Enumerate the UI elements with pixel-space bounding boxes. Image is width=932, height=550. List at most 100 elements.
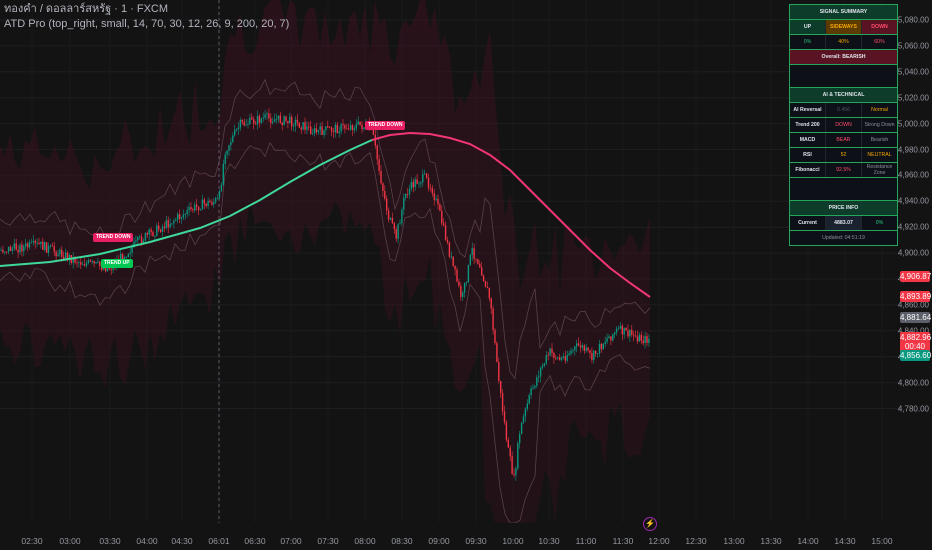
candle-body — [38, 242, 40, 245]
current-change: 0% — [875, 220, 884, 226]
trend-down-signal-2: TREND DOWN — [365, 121, 406, 130]
candle-body — [473, 248, 475, 259]
candle-body — [120, 253, 122, 262]
candle-body — [97, 261, 99, 263]
time-tick: 14:30 — [834, 536, 856, 546]
candle-body — [380, 170, 382, 184]
candle-body — [234, 129, 236, 136]
candle-body — [640, 334, 642, 341]
candle-body — [384, 190, 386, 199]
candle-body — [228, 145, 230, 151]
updated-time: Updated: 04:51:19 — [822, 235, 865, 241]
candle-body — [82, 264, 84, 266]
candle-body — [226, 150, 228, 155]
candle-body — [256, 116, 259, 125]
candle-body — [311, 133, 314, 135]
lightning-icon[interactable]: ⚡ — [643, 517, 657, 531]
candle-body — [648, 338, 650, 343]
candle-body — [177, 214, 179, 220]
candle-body — [443, 223, 445, 226]
ai-row-value: BEAR — [826, 133, 862, 147]
candle-body — [486, 287, 489, 289]
candle-body — [125, 256, 128, 258]
price-chart[interactable] — [0, 0, 900, 523]
candle-body — [536, 377, 538, 386]
panel-spacer — [790, 65, 897, 87]
candle-body — [429, 187, 432, 189]
candle-body — [76, 262, 78, 264]
candle-body — [551, 348, 553, 353]
candle-body — [585, 347, 587, 351]
candle-body — [239, 119, 242, 128]
candle-body — [203, 199, 205, 204]
candle-body — [606, 338, 608, 342]
candle-body — [315, 128, 318, 133]
candle-body — [353, 128, 356, 131]
candle-body — [285, 116, 287, 121]
candle-body — [300, 127, 302, 130]
candle-body — [338, 131, 340, 134]
candle-body — [34, 240, 36, 244]
candle-body — [47, 245, 50, 253]
candle-body — [503, 411, 506, 423]
candle-body — [121, 253, 124, 262]
candle-body — [63, 256, 65, 260]
candle-body — [465, 282, 468, 283]
candle-body — [272, 122, 274, 124]
candle-body — [619, 325, 622, 329]
ai-row-4: Fibonacci 92.5% Resistance Zone — [790, 163, 897, 178]
time-tick: 06:30 — [244, 536, 266, 546]
candle-body — [215, 198, 217, 202]
candle-body — [325, 126, 327, 131]
candle-body — [281, 122, 283, 125]
candle-body — [190, 207, 192, 210]
down-label: DOWN — [862, 20, 897, 34]
candle-body — [420, 182, 422, 184]
ai-row-name: Fibonacci — [790, 163, 826, 177]
candle-body — [211, 202, 213, 205]
candle-body — [159, 229, 162, 232]
candle-body — [389, 217, 392, 220]
time-axis[interactable]: 02:30 03:00 03:30 04:00 04:30 06:01 06:30 07:00… — [0, 523, 900, 550]
candle-body — [372, 125, 375, 135]
candle-body — [391, 217, 394, 224]
overall-status: Overall: BEARISH — [790, 50, 897, 64]
time-tick: 08:30 — [391, 536, 413, 546]
candle-body — [258, 116, 261, 123]
down-percent: 60% — [874, 39, 885, 45]
candle-body — [634, 335, 637, 337]
indicator-title[interactable]: ATD Pro (top_right, small, 14, 70, 30, 1… — [4, 18, 290, 30]
candle-body — [199, 209, 202, 211]
candle-body — [40, 241, 42, 245]
candle-body — [490, 298, 492, 309]
candlestick-series — [0, 108, 650, 481]
candle-body — [220, 184, 223, 192]
symbol-title[interactable]: ทองคำ / ดอลลาร์สหรัฐ · 1 · FXCM — [4, 3, 169, 15]
current-label: Current — [790, 216, 826, 230]
ema-segment — [0, 139, 373, 267]
candle-body — [452, 256, 454, 266]
candle-body — [42, 241, 44, 250]
candle-body — [165, 220, 167, 228]
panel-spacer-2 — [790, 178, 897, 200]
candle-body — [351, 125, 354, 131]
candle-body — [344, 125, 346, 129]
sideways-percent: 40% — [826, 35, 862, 49]
candle-body — [629, 329, 631, 337]
candle-body — [498, 361, 500, 381]
candle-body — [0, 249, 2, 251]
candle-body — [340, 124, 342, 132]
price-tick: 5,040.00 — [897, 67, 929, 77]
candle-body — [78, 262, 80, 263]
candle-body — [137, 237, 139, 241]
ai-row-3: RSI 52 NEUTRAL — [790, 148, 897, 163]
price-badge: 4,906.87 — [900, 271, 932, 282]
candle-body — [482, 275, 485, 281]
price-tick: 4,980.00 — [897, 145, 929, 154]
candle-body — [623, 327, 625, 335]
price-axis[interactable]: 5,080.00 5,060.00 5,040.00 5,020.00 5,000.00… — [898, 0, 932, 523]
candle-body — [296, 119, 299, 123]
candle-body — [513, 474, 515, 476]
candle-body — [57, 254, 59, 257]
candle-body — [395, 229, 397, 239]
